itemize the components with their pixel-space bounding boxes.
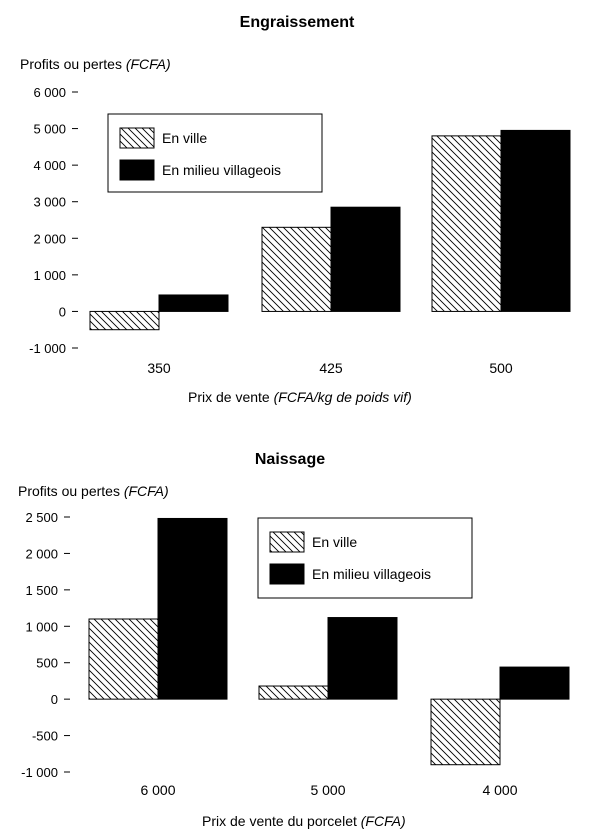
y-tick-label: 5 000 [33,122,66,137]
y-tick-label: 1 000 [25,619,58,634]
chart-title: Engraissement [240,14,355,31]
x-axis-label: Prix de vente (FCFA/kg de poids vif) [188,389,412,405]
chart-title: Naissage [255,451,325,468]
legend-swatch-milieu-villageois [269,563,305,585]
y-tick-label: 500 [36,656,58,671]
bar-milieu-villageois-3 [499,666,570,700]
legend-label: En ville [162,130,207,146]
x-axis-unit: (FCFA/kg de poids vif) [274,389,412,405]
chart-2: Naissage Profits ou pertes (FCFA) -1 000 -5… [18,451,570,829]
bar-milieu-villageois-2 [327,617,398,700]
x-axis-label: Prix de vente du porcelet (FCFA) [202,813,406,829]
y-tick-label: 2 000 [33,231,66,246]
bar-milieu-villageois-2 [330,206,401,312]
bar-en-ville-3 [431,135,502,312]
bar-en-ville-3 [430,698,501,766]
x-tick-label: 5 000 [310,782,345,798]
y-tick-label: -1 000 [29,341,66,356]
bar-en-ville-1 [89,310,160,331]
legend: En ville En milieu villageois [107,113,323,193]
x-tick-label: 500 [489,360,513,376]
x-axis-label-text: Prix de vente [188,389,274,405]
y-tick-label: 0 [59,304,66,319]
y-axis-label: Profits ou pertes (FCFA) [20,56,171,72]
y-axis-label: Profits ou pertes (FCFA) [18,483,169,499]
legend-swatch-en-ville [119,127,155,149]
y-tick-label: 1 500 [25,583,58,598]
x-tick-label: 425 [319,360,343,376]
legend-box [257,517,473,599]
y-tick-label: 1 000 [33,268,66,283]
legend-label: En milieu villageois [162,162,281,178]
chart-1: Engraissement Profits ou pertes (FCFA) -1 … [20,14,571,405]
y-tick-label: 2 500 [25,510,58,525]
x-tick-label: 4 000 [482,782,517,798]
x-axis-label-text: Prix de vente du porcelet [202,813,361,829]
y-tick-label: -500 [32,729,58,744]
legend: En ville En milieu villageois [257,517,473,599]
y-axis-label-text: Profits ou pertes [20,56,126,72]
y-tick-label: 4 000 [33,158,66,173]
y-axis-label-text: Profits ou pertes [18,483,124,499]
legend-swatch-en-ville [269,531,305,553]
x-axis-unit: (FCFA) [361,813,406,829]
x-tick-label: 6 000 [140,782,175,798]
x-tick-label: 350 [147,360,171,376]
legend-label: En ville [312,534,357,550]
bar-milieu-villageois-3 [500,129,571,312]
y-tick-label: 3 000 [33,195,66,210]
bar-milieu-villageois-1 [157,517,228,700]
y-tick-label: -1 000 [21,765,58,780]
bar-milieu-villageois-1 [158,294,229,312]
legend-swatch-milieu-villageois [119,159,155,181]
bar-en-ville-2 [258,685,329,700]
y-tick-label: 6 000 [33,85,66,100]
bar-en-ville-2 [261,226,332,312]
y-axis-unit: (FCFA) [126,56,171,72]
y-axis-unit: (FCFA) [124,483,169,499]
y-tick-label: 0 [51,692,58,707]
bar-en-ville-1 [88,618,159,700]
legend-label: En milieu villageois [312,566,431,582]
y-tick-label: 2 000 [25,546,58,561]
